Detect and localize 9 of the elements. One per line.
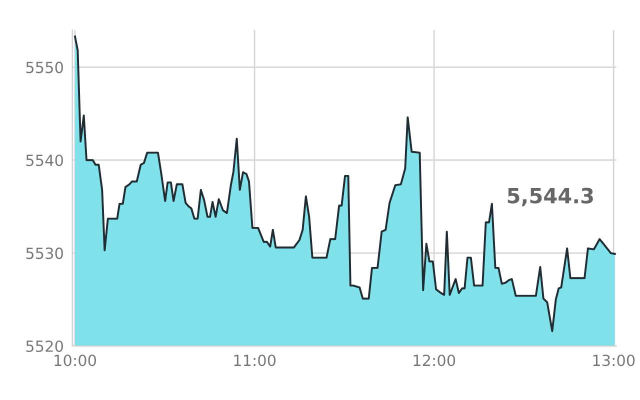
x-tick-label: 10:00 (54, 354, 96, 366)
annotation: 5,544.3 (508, 188, 593, 206)
x-tick-label: 13:00 (593, 354, 635, 366)
y-tick-label: 5540 (26, 154, 63, 166)
y-tick-label: 5520 (26, 340, 63, 352)
y-tick-label: 5550 (26, 62, 63, 74)
y-tick-label: 5530 (26, 248, 63, 260)
x-tick-label: 11:00 (234, 354, 276, 366)
x-tick-label: 12:00 (414, 354, 456, 366)
